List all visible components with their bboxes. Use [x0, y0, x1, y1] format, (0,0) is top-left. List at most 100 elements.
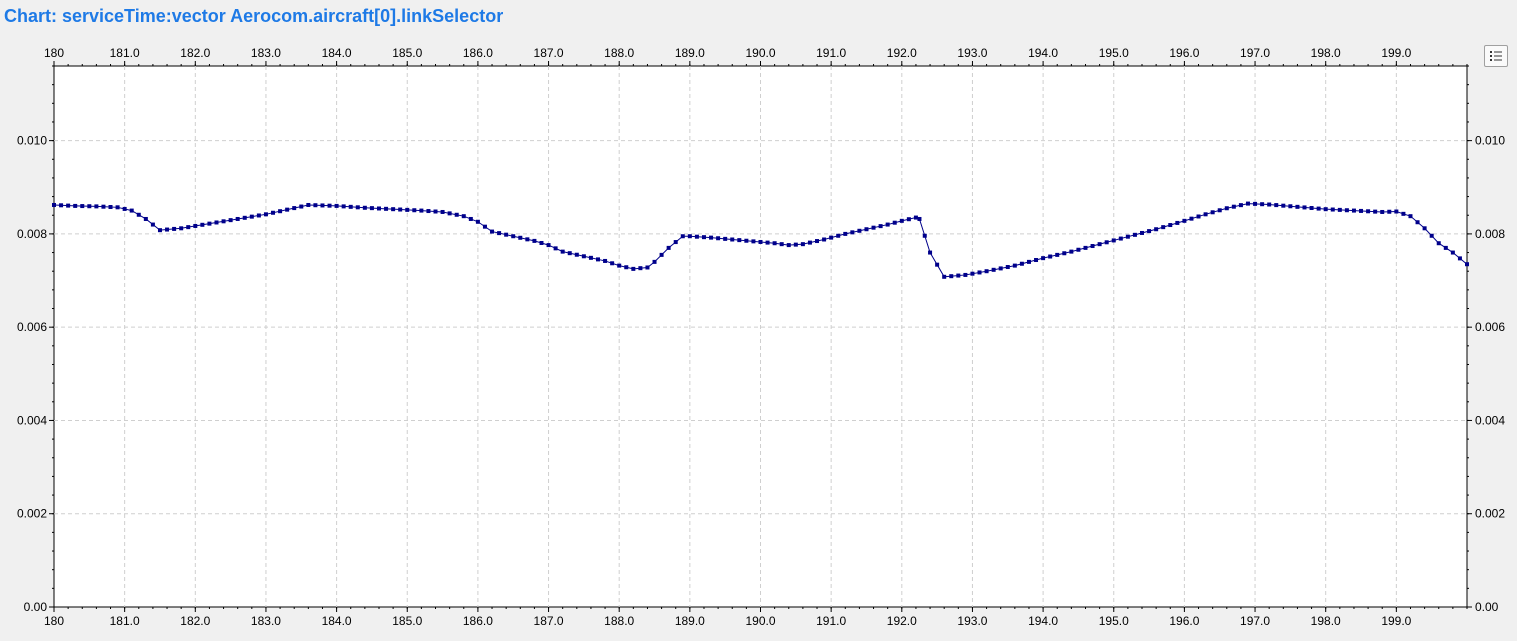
data-point — [285, 207, 290, 212]
data-point — [906, 217, 911, 222]
data-point — [263, 212, 268, 217]
y-tick-label-right: 0.010 — [1475, 134, 1505, 148]
data-point — [574, 252, 579, 257]
data-point — [800, 242, 805, 247]
data-point — [461, 214, 466, 219]
x-tick-label-top: 195.0 — [1099, 46, 1129, 60]
data-point — [836, 233, 841, 238]
data-point — [892, 220, 897, 225]
data-point — [822, 237, 827, 242]
data-point — [1316, 206, 1321, 211]
legend-toggle-button[interactable] — [1484, 45, 1508, 67]
data-point — [786, 243, 791, 248]
data-point — [256, 213, 261, 218]
data-point — [1097, 242, 1102, 247]
data-point — [935, 262, 940, 267]
data-point — [419, 208, 424, 213]
data-point — [214, 220, 219, 225]
data-point — [1401, 211, 1406, 216]
x-tick-label-top: 194.0 — [1028, 46, 1058, 60]
data-point — [87, 204, 92, 209]
data-point — [694, 234, 699, 239]
x-tick-label-bottom: 180 — [44, 614, 64, 628]
data-point — [518, 235, 523, 240]
data-point — [751, 239, 756, 244]
data-point — [384, 206, 389, 211]
data-point — [638, 266, 643, 271]
data-point — [1260, 202, 1265, 207]
data-point — [977, 270, 982, 275]
data-point — [1351, 208, 1356, 213]
data-point — [299, 204, 304, 209]
data-point — [850, 230, 855, 235]
data-point — [1288, 204, 1293, 209]
data-point — [779, 242, 784, 247]
data-point — [1337, 207, 1342, 212]
data-point — [122, 206, 127, 211]
data-point — [899, 218, 904, 223]
y-tick-label-left: 0.004 — [17, 413, 47, 427]
data-point — [115, 205, 120, 210]
data-point — [1359, 208, 1364, 213]
data-point — [1005, 265, 1010, 270]
data-point — [313, 203, 318, 208]
x-tick-label-top: 180 — [44, 46, 64, 60]
data-point — [758, 239, 763, 244]
data-point — [984, 269, 989, 274]
data-point — [306, 202, 311, 207]
series-line — [53, 203, 1468, 278]
x-tick-label-bottom: 195.0 — [1099, 614, 1129, 628]
x-tick-label-bottom: 181.0 — [110, 614, 140, 628]
data-point — [179, 226, 184, 231]
data-point — [1154, 227, 1159, 232]
data-point — [1267, 202, 1272, 207]
x-tick-label-bottom: 193.0 — [957, 614, 987, 628]
data-point — [1380, 209, 1385, 214]
data-point — [207, 221, 212, 226]
data-point — [376, 206, 381, 211]
data-point — [1443, 245, 1448, 250]
x-tick-label-bottom: 196.0 — [1169, 614, 1199, 628]
data-point — [172, 226, 177, 231]
data-point — [327, 203, 332, 208]
y-tick-label-left: 0.010 — [17, 134, 47, 148]
x-tick-label-top: 189.0 — [675, 46, 705, 60]
data-point — [596, 257, 601, 262]
data-point — [186, 225, 191, 230]
x-tick-label-bottom: 190.0 — [745, 614, 775, 628]
data-point — [1076, 247, 1081, 252]
data-point — [52, 202, 56, 207]
data-point — [221, 219, 226, 224]
data-point — [369, 206, 374, 211]
data-point — [956, 273, 961, 278]
data-point — [200, 222, 205, 227]
data-point — [1125, 234, 1130, 239]
data-point — [963, 272, 968, 277]
x-tick-label-top: 199.0 — [1381, 46, 1411, 60]
data-point — [157, 228, 162, 233]
data-point — [1415, 220, 1420, 225]
data-point — [348, 204, 353, 209]
data-point — [1295, 204, 1300, 209]
data-point — [1436, 241, 1441, 246]
data-point — [928, 250, 933, 255]
data-point — [1189, 216, 1194, 221]
data-point — [150, 222, 155, 227]
data-point — [1062, 251, 1067, 256]
data-point — [815, 239, 820, 244]
data-point — [1366, 209, 1371, 214]
x-tick-label-bottom: 183.0 — [251, 614, 281, 628]
data-point — [581, 254, 586, 259]
data-point — [1055, 252, 1060, 257]
data-point — [991, 267, 996, 272]
y-tick-label-right: 0.006 — [1475, 320, 1505, 334]
data-point — [426, 209, 431, 214]
data-point — [716, 236, 721, 241]
data-point — [1344, 208, 1349, 213]
data-point — [701, 235, 706, 240]
data-point — [970, 271, 975, 276]
data-point — [723, 236, 728, 241]
data-point — [673, 240, 678, 245]
data-point — [652, 259, 657, 264]
data-point — [1090, 244, 1095, 249]
